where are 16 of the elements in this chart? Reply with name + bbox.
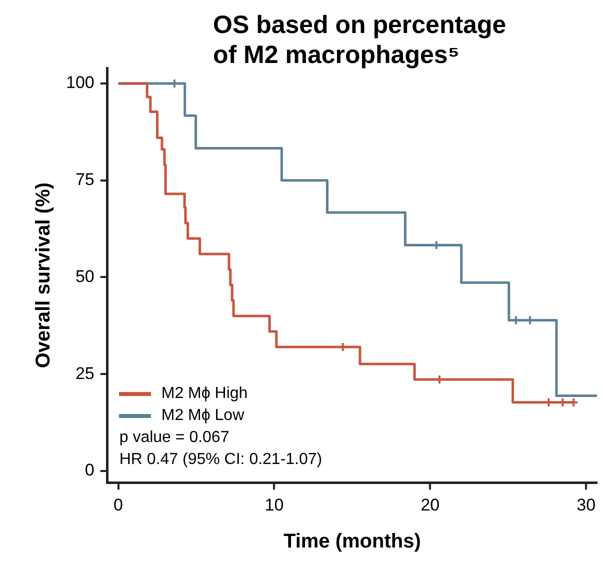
y-tick-label: 100 xyxy=(66,73,94,92)
chart-title: OS based on percentage of M2 macrophages⁵ xyxy=(213,10,506,70)
y-tick-label: 25 xyxy=(75,364,94,383)
y-tick-label: 0 xyxy=(84,460,94,480)
y-tick-label: 75 xyxy=(75,170,94,190)
x-tick-label: 30 xyxy=(576,495,596,514)
y-tick-label: 50 xyxy=(75,266,94,286)
annotation: HR 0.47 (95% CI: 0.21-1.07) xyxy=(119,450,322,470)
legend-label: M2 Mϕ High xyxy=(161,384,248,404)
x-tick-label: 20 xyxy=(420,495,440,514)
x-tick-label: 0 xyxy=(114,495,124,514)
x-tick-label: 10 xyxy=(264,495,284,514)
legend-label: M2 Mϕ Low xyxy=(161,406,244,426)
x-axis-title: Time (months) xyxy=(283,530,421,553)
y-axis-title: Overall survival (%) xyxy=(32,182,55,368)
annotation: p value = 0.067 xyxy=(119,428,230,448)
